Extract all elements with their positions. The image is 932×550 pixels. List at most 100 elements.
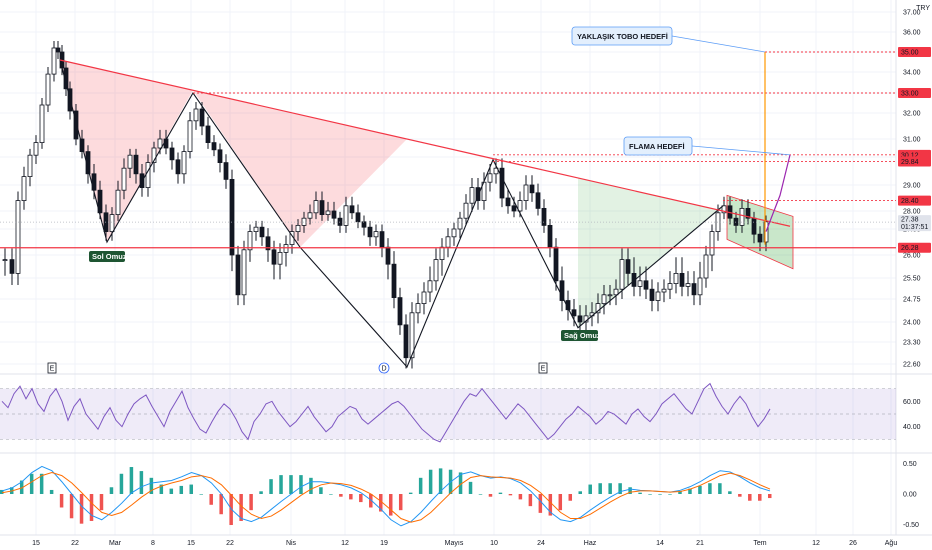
- candle-body: [121, 167, 127, 191]
- macd-histogram-bar: [269, 479, 273, 494]
- macd-histogram-bar: [59, 494, 64, 508]
- candle-body: [595, 303, 601, 314]
- macd-histogram-bar: [588, 484, 592, 494]
- flag-projection: [765, 154, 791, 232]
- drawing-lines: [0, 51, 896, 369]
- candle-body: [295, 224, 301, 232]
- candle-body: [721, 205, 727, 214]
- price-tick-label: 32.00: [903, 111, 921, 118]
- event-marker-label: D: [381, 366, 386, 373]
- macd-tick-label: 0.00: [903, 492, 917, 499]
- macd-histogram-bar: [758, 494, 762, 501]
- currency-label: TRY: [916, 5, 930, 12]
- macd-histogram-bar: [129, 467, 134, 494]
- macd-histogram-bar: [119, 473, 124, 494]
- candle-body: [523, 184, 529, 202]
- rsi-line: [1, 382, 771, 443]
- candle-body: [217, 149, 223, 164]
- macd-histogram-bar: [109, 487, 114, 494]
- price-label-box: [898, 195, 931, 206]
- price-tick-label: 25.50: [903, 276, 921, 283]
- price-tick-label: 26.00: [903, 253, 921, 260]
- candle-body: [619, 259, 625, 290]
- candle-body: [277, 251, 283, 265]
- candle-body: [709, 231, 715, 256]
- candle-body: [607, 294, 613, 297]
- macd-histogram-bar: [69, 494, 74, 519]
- macd-histogram-bar: [19, 480, 24, 494]
- candle-body: [193, 108, 199, 122]
- candle-body: [21, 176, 27, 202]
- macd-histogram-bar: [339, 494, 343, 497]
- chart-patterns: [60, 60, 794, 328]
- date-tick-label: 26: [849, 540, 857, 547]
- candle-body: [205, 125, 211, 144]
- date-tick-label: Mar: [109, 540, 122, 547]
- price-label-text: 26.28: [901, 245, 919, 252]
- macd-histogram-bar: [468, 481, 473, 494]
- price-tick-label: 37.00: [903, 10, 921, 17]
- macd-histogram-bar: [428, 469, 433, 494]
- candle-body: [631, 272, 637, 287]
- macd-histogram-bar: [79, 494, 84, 524]
- candle-body: [439, 246, 445, 260]
- candle-body: [349, 205, 355, 214]
- candle-body: [385, 246, 391, 265]
- candle-body: [229, 178, 235, 256]
- macd-histogram-bar: [728, 491, 732, 494]
- callout-text: FLAMA HEDEFİ: [629, 142, 685, 151]
- event-marker-label: E: [50, 366, 55, 373]
- candle-body: [553, 246, 559, 282]
- countdown-label: 01:37:51: [901, 224, 928, 231]
- macd-histogram-bar: [688, 488, 692, 494]
- callout-box: [623, 136, 693, 156]
- price-label-box: [898, 47, 931, 57]
- candle-body: [403, 324, 409, 359]
- date-tick-label: Mayıs: [445, 540, 464, 547]
- date-tick-label: Haz: [584, 540, 597, 547]
- candle-body: [685, 283, 691, 287]
- macd-histogram-bar: [578, 491, 582, 494]
- macd-histogram-bar: [359, 494, 363, 503]
- date-tick-label: 15: [187, 540, 195, 547]
- candle-body: [535, 192, 541, 209]
- candle-body: [313, 200, 319, 214]
- candle-body: [175, 159, 181, 175]
- candle-body: [499, 167, 505, 199]
- candle-body: [265, 236, 271, 251]
- macd-histogram-bar: [29, 473, 34, 494]
- price-label-text: 28.40: [901, 198, 919, 205]
- price-tick-label: 29.00: [903, 183, 921, 190]
- macd-histogram-bar: [189, 484, 194, 494]
- candle-body: [109, 214, 115, 233]
- macd-histogram-bar: [299, 475, 303, 494]
- candle-body: [355, 212, 361, 223]
- candle-body: [751, 217, 757, 235]
- macd-histogram-bar: [179, 485, 184, 494]
- candle-body: [127, 154, 133, 169]
- macd-tick-label: -0.50: [903, 522, 919, 529]
- callout-pointer: [671, 35, 766, 53]
- date-tick-label: Ağu: [885, 540, 898, 547]
- candle-body: [73, 110, 79, 140]
- candle-body: [613, 288, 619, 296]
- earnings-marker: [538, 362, 548, 374]
- macd-histogram-bar: [199, 494, 203, 495]
- pattern-fill: [60, 60, 193, 242]
- price-label-box: [898, 215, 931, 232]
- date-tick-label: 14: [656, 540, 664, 547]
- candle-body: [601, 294, 607, 304]
- candle-body: [643, 280, 649, 290]
- candle-body: [9, 259, 15, 274]
- macd-histogram-bar: [329, 494, 333, 495]
- macd-histogram-bar: [249, 494, 253, 511]
- macd-histogram-bar: [678, 491, 682, 494]
- candle-body: [655, 291, 661, 301]
- price-label-box: [898, 156, 931, 167]
- candle-body: [421, 291, 427, 304]
- date-tick-label: 21: [696, 540, 704, 547]
- macd-histogram-bar: [698, 485, 702, 494]
- candle-body: [463, 202, 469, 219]
- shoulder-tag-text: Sağ Omuz: [564, 331, 601, 340]
